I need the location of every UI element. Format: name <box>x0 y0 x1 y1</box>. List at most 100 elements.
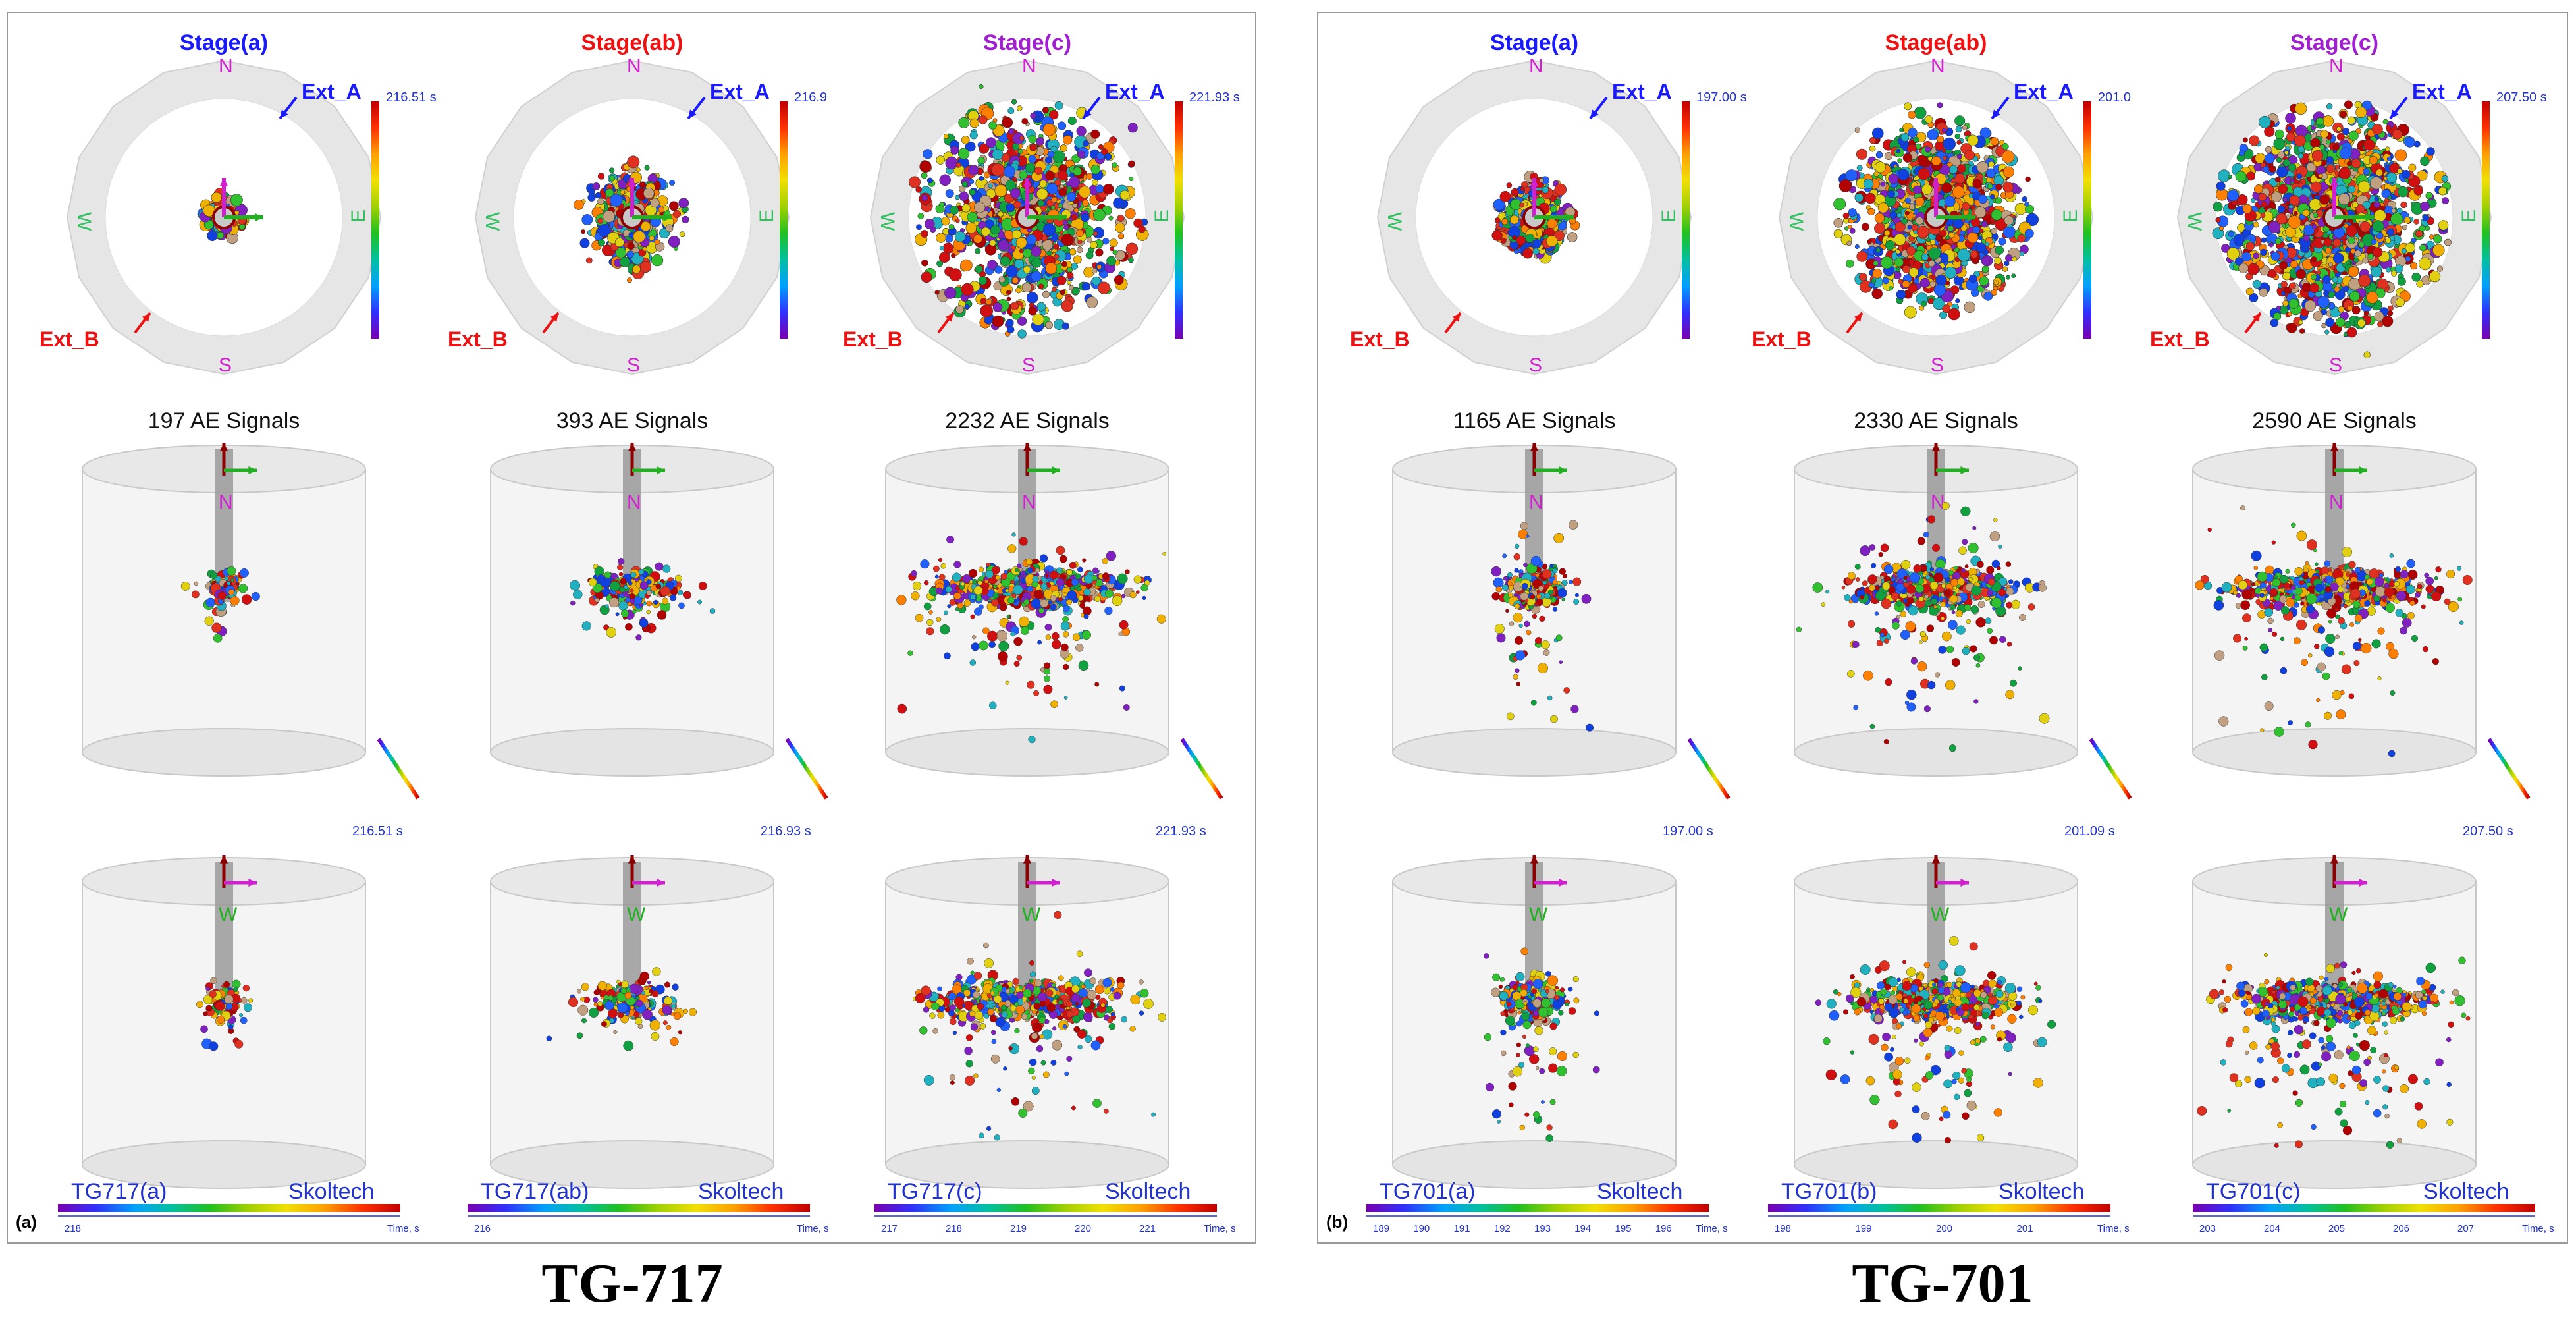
ae-event-point <box>1027 680 1035 689</box>
ae-event-point <box>239 1013 244 1018</box>
ae-event-point <box>945 586 952 593</box>
ae-event-point <box>1027 567 1033 574</box>
ae-event-point <box>965 1075 975 1086</box>
ae-event-point <box>200 1025 208 1033</box>
top-view-time-label: 216.51 s <box>386 90 437 105</box>
ae-event-point <box>576 1032 583 1039</box>
compass-north-label: N <box>627 55 641 77</box>
wellbore-compass-label: W <box>627 904 646 925</box>
ae-event-point <box>946 536 955 544</box>
ae-event-point <box>1542 569 1552 579</box>
ae-event-point <box>917 213 925 219</box>
ae-event-point <box>635 167 641 173</box>
ae-event-point <box>669 179 676 186</box>
ae-event-point <box>980 227 990 236</box>
ae-event-point <box>243 1003 252 1012</box>
ae-event-point <box>1019 248 1024 254</box>
ae-event-point <box>1003 1066 1007 1071</box>
ae-event-point <box>955 586 960 591</box>
ae-event-point <box>953 592 961 600</box>
ae-event-point <box>1491 987 1501 997</box>
ae-event-point <box>588 578 597 587</box>
ae-event-point <box>1076 246 1083 254</box>
well-axis-north-head <box>219 178 228 186</box>
ae-event-point <box>955 218 960 223</box>
ae-event-point <box>597 989 602 993</box>
ae-event-point <box>632 265 641 274</box>
ae-event-point <box>1518 529 1528 539</box>
ae-event-point <box>952 1030 957 1035</box>
ae-event-point <box>990 1030 996 1035</box>
compass-west-label: W <box>73 212 95 231</box>
ae-event-point <box>985 570 994 579</box>
sample-cylinder-bottom <box>885 728 1169 777</box>
ae-event-point <box>1031 1032 1038 1040</box>
ae-event-point <box>1002 1011 1008 1018</box>
ae-event-point <box>1045 321 1053 329</box>
ae-event-point <box>1095 248 1104 257</box>
ae-event-point <box>617 557 625 565</box>
ae-event-point <box>1514 568 1519 573</box>
ae-event-point <box>627 155 640 169</box>
ae-event-point <box>606 627 617 638</box>
ae-event-point <box>1494 217 1501 223</box>
ae-event-point <box>1491 591 1500 601</box>
ae-event-point <box>1034 167 1043 175</box>
ae-event-point <box>1515 972 1525 981</box>
ae-event-point <box>1106 551 1117 561</box>
ae-event-point <box>609 597 620 608</box>
ae-event-point <box>1066 192 1077 202</box>
ae-event-point <box>936 155 945 165</box>
ae-event-point <box>603 210 616 223</box>
ae-event-point <box>974 1010 984 1020</box>
ae-event-point <box>1038 283 1044 289</box>
ae-event-point <box>1071 1105 1076 1111</box>
ae-event-point <box>570 580 581 591</box>
ae-event-point <box>661 597 669 605</box>
ae-event-point <box>1028 306 1037 316</box>
ae-event-point <box>1573 997 1580 1004</box>
ae-event-point <box>965 1060 973 1068</box>
ae-event-point <box>992 592 1000 599</box>
ae-event-point <box>1031 598 1042 609</box>
ext-b-label: Ext_B <box>1350 327 1410 351</box>
ae-event-point <box>1045 171 1055 181</box>
ae-event-point <box>597 574 605 582</box>
ae-event-point <box>1130 994 1140 1005</box>
ae-event-point <box>1093 231 1098 236</box>
ae-event-point <box>672 209 681 218</box>
ae-event-point <box>233 986 239 992</box>
ae-event-point <box>1491 230 1503 241</box>
orientation-legend <box>1180 738 1223 800</box>
ae-event-point <box>1520 186 1525 192</box>
ae-event-point <box>639 971 650 981</box>
ae-event-point <box>1106 256 1116 266</box>
wellbore-compass-label: N <box>627 491 641 513</box>
ae-event-point <box>994 265 1003 274</box>
ae-event-point <box>1044 156 1053 164</box>
ae-event-point <box>1522 1034 1527 1039</box>
ae-event-point <box>961 181 968 188</box>
ae-event-point <box>613 1030 618 1034</box>
compass-north-label: N <box>1022 55 1036 77</box>
ae-event-point <box>589 1007 599 1018</box>
ae-event-point <box>1125 569 1130 575</box>
ae-event-point <box>1083 613 1089 619</box>
ae-event-point <box>1054 254 1060 260</box>
wellbore-compass-label: W <box>1022 904 1041 925</box>
ae-event-point <box>1067 117 1077 126</box>
ae-event-point <box>979 640 988 651</box>
compass-south-label: S <box>627 354 640 376</box>
ae-event-point <box>1073 255 1082 264</box>
ae-event-point <box>592 182 601 190</box>
ae-event-point <box>1505 1016 1515 1026</box>
ae-event-point <box>1032 314 1044 326</box>
ae-event-point <box>1090 165 1100 175</box>
ae-event-point <box>649 235 655 241</box>
ae-event-point <box>1102 238 1110 245</box>
ae-event-point <box>1093 208 1106 221</box>
ae-event-point <box>1532 1046 1539 1053</box>
ae-event-point <box>666 1024 672 1030</box>
ae-event-point <box>1076 229 1084 237</box>
ae-event-point <box>1032 1022 1042 1033</box>
